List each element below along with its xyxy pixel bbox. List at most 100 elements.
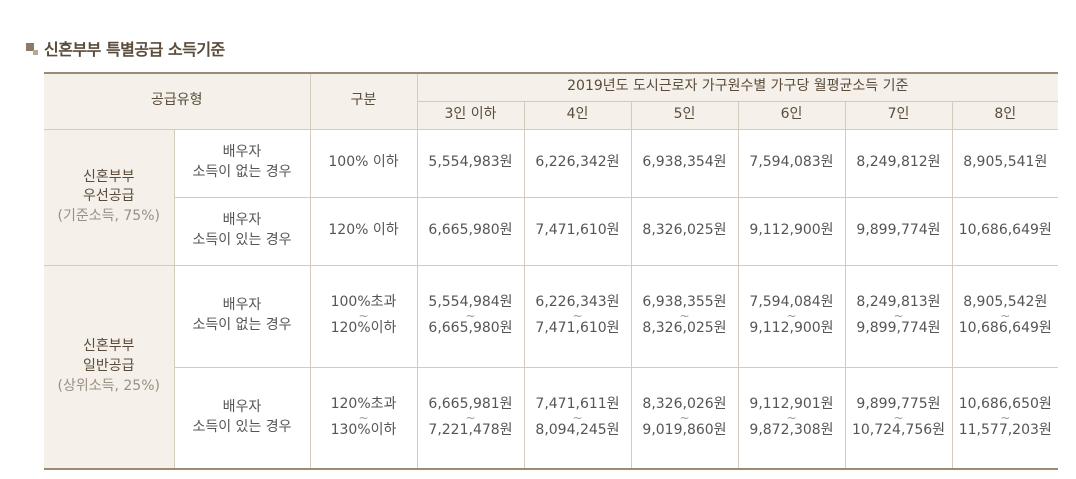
group-label-line1: 신혼부부 [82, 338, 135, 355]
bullet-square-icon [26, 41, 40, 55]
income-cell: 6,665,980원 [416, 196, 525, 266]
section-title: 신혼부부 특별공급 소득기준 [44, 40, 225, 59]
header-standard: 2019년도 도시근로자 가구원수별 가구당 월평균소득 기준 [416, 73, 1059, 102]
income-cell: 7,471,611원 ~8,094,245원 [523, 366, 632, 469]
header-household-5: 5인 [630, 100, 739, 130]
condition-line1: 배우자 [222, 212, 262, 229]
header-household-7: 7인 [844, 100, 953, 130]
category-cell: 120% 이하 [309, 196, 418, 266]
range-to: 7,471,610원 [535, 320, 620, 336]
income-cell: 6,938,355원 ~8,326,025원 [630, 264, 739, 368]
income-cell: 8,249,812원 [844, 128, 953, 198]
income-cell: 10,686,650원 ~11,577,203원 [951, 366, 1059, 469]
range-to: 9,872,308원 [749, 421, 834, 438]
category-cell: 100% 이하 [309, 128, 418, 198]
range-from: 6,665,981원 [428, 396, 513, 413]
income-cell: 8,905,542원 ~10,686,649원 [951, 264, 1059, 368]
income-cell: 8,326,025원 [630, 196, 739, 266]
income-cell: 6,226,342원 [523, 128, 632, 198]
income-cell: 7,471,610원 [523, 196, 632, 266]
condition-line1: 배우자 [222, 297, 262, 314]
income-cell: 8,249,813원 ~9,899,774원 [844, 264, 953, 368]
group-note: (기준소득, 75%) [57, 207, 160, 224]
header-supply-type: 공급유형 [44, 73, 311, 130]
range-to: 130%이하 [330, 421, 397, 438]
table-row: 신혼부부 우선공급 (기준소득, 75%) 배우자 소득이 없는 경우 100%… [44, 128, 1059, 266]
income-cell: 6,665,981원 ~7,221,478원 [416, 366, 525, 469]
range-tilde: ~ [786, 309, 797, 323]
range-to: 8,326,025원 [642, 320, 727, 336]
condition-line2: 소득이 있는 경우 [192, 232, 292, 248]
range-from: 7,594,084원 [749, 294, 834, 311]
range-from: 8,326,026원 [642, 396, 727, 413]
range-to: 9,019,860원 [642, 421, 727, 438]
range-to: 11,577,203원 [958, 421, 1052, 438]
range-tilde: ~ [1000, 410, 1011, 425]
table-row: 배우자 소득이 있는 경우 120% 이하 6,665,980원 7,471,6… [44, 196, 1059, 266]
range-tilde: ~ [572, 309, 583, 323]
income-cell: 6,938,354원 [630, 128, 739, 198]
group-priority-supply: 신혼부부 우선공급 (기준소득, 75%) [44, 128, 175, 266]
range-from: 9,899,775원 [856, 396, 941, 413]
header-category: 구분 [309, 73, 418, 130]
table-row: 배우자 소득이 있는 경우 120%초과 ~ 130%이하 6,665,981원… [44, 366, 1059, 469]
range-to: 10,686,649원 [958, 320, 1052, 336]
condition-line2: 소득이 있는 경우 [192, 418, 292, 435]
income-cell: 5,554,984원 ~6,665,980원 [416, 264, 525, 368]
range-to: 10,724,756원 [851, 421, 946, 438]
income-cell: 8,326,026원 ~9,019,860원 [630, 366, 739, 469]
spouse-condition: 배우자 소득이 없는 경우 [173, 264, 311, 368]
income-cell: 7,594,084원 ~9,112,900원 [737, 264, 846, 368]
condition-line2: 소득이 없는 경우 [192, 317, 292, 333]
range-to: 9,899,774원 [856, 320, 941, 336]
range-from: 8,905,542원 [963, 294, 1048, 311]
range-tilde: ~ [358, 309, 369, 323]
spouse-condition: 배우자 소득이 있는 경우 [174, 196, 311, 266]
range-tilde: ~ [679, 309, 690, 323]
range-tilde: ~ [1000, 309, 1011, 323]
range-to: 9,112,900원 [749, 320, 834, 336]
condition-line1: 배우자 [222, 144, 262, 161]
range-tilde: ~ [572, 410, 583, 425]
table-row: 신혼부부 일반공급 (상위소득, 25%) 배우자 소득이 없는 경우 100%… [44, 264, 1059, 470]
condition-line1: 배우자 [222, 399, 262, 416]
range-from: 9,112,901원 [749, 396, 834, 413]
header-household-3: 3인 이하 [417, 100, 525, 130]
range-from: 8,249,813원 [856, 294, 941, 311]
header-household-6: 6인 [737, 100, 846, 130]
income-cell: 10,686,649원 [951, 196, 1059, 266]
range-tilde: ~ [786, 410, 797, 425]
group-general-supply: 신혼부부 일반공급 (상위소득, 25%) [44, 264, 175, 470]
range-from: 7,471,611원 [535, 396, 620, 413]
section-header: 신혼부부 특별공급 소득기준 [26, 36, 225, 60]
group-label-line1: 신혼부부 [82, 168, 135, 185]
range-from: 100%초과 [330, 294, 397, 311]
range-from: 5,554,984원 [428, 294, 513, 311]
group-label-line2: 일반공급 [82, 357, 135, 374]
range-from: 10,686,650원 [958, 396, 1052, 413]
income-cell: 8,905,541원 [951, 128, 1059, 198]
condition-line2: 소득이 없는 경우 [192, 164, 292, 180]
range-tilde: ~ [358, 410, 369, 425]
range-from: 6,226,343원 [535, 294, 620, 311]
income-cell: 9,112,900원 [737, 196, 846, 266]
income-cell: 5,554,983원 [416, 128, 525, 198]
category-cell: 100%초과 ~ 120%이하 [309, 264, 418, 368]
income-cell: 6,226,343원 ~7,471,610원 [523, 264, 632, 368]
income-cell: 9,899,775원 ~10,724,756원 [844, 366, 953, 469]
income-cell: 9,899,774원 [844, 196, 953, 266]
category-cell: 120%초과 ~ 130%이하 [309, 366, 418, 469]
group-label-line2: 우선공급 [82, 188, 135, 205]
header-household-4: 4인 [523, 100, 632, 130]
income-cell: 9,112,901원 ~9,872,308원 [737, 366, 846, 469]
range-from: 6,938,355원 [642, 294, 727, 311]
group-note: (상위소득, 25%) [57, 377, 160, 394]
range-tilde: ~ [893, 410, 904, 425]
spouse-condition: 배우자 소득이 없는 경우 [173, 128, 311, 198]
range-to: 7,221,478원 [428, 421, 513, 438]
range-to: 6,665,980원 [428, 320, 513, 336]
income-standard-table: 공급유형 구분 2019년도 도시근로자 가구원수별 가구당 월평균소득 기준 … [44, 72, 1059, 470]
range-from: 120%초과 [330, 396, 397, 413]
range-tilde: ~ [893, 309, 904, 323]
range-to: 8,094,245원 [535, 421, 620, 438]
